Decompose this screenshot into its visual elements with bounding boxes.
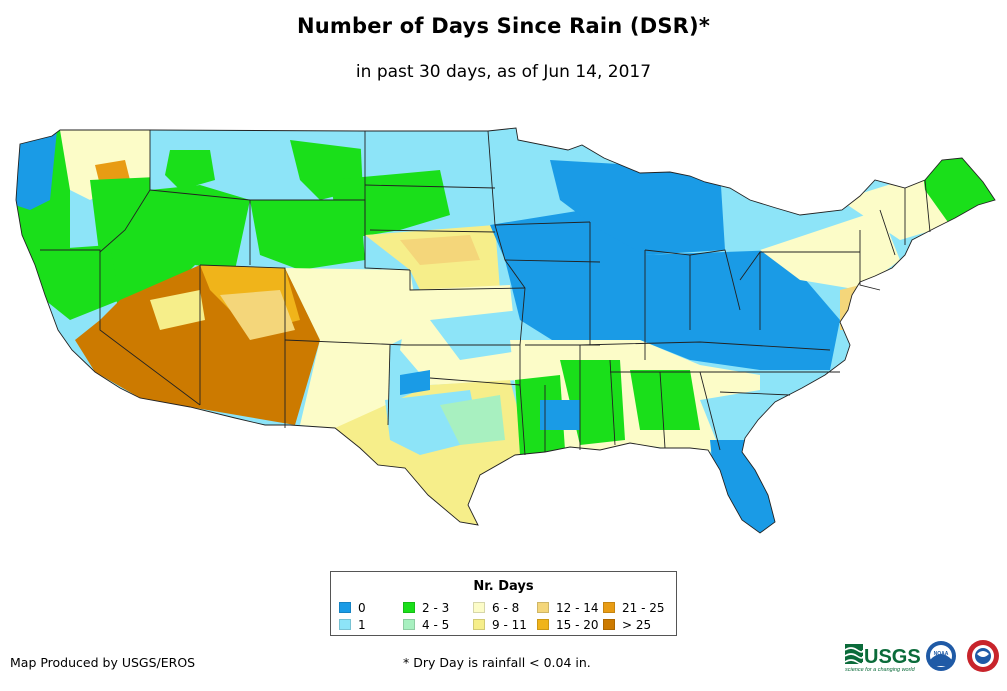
- legend-item: 21 - 25: [603, 602, 665, 616]
- legend-item: 0: [339, 602, 366, 616]
- legend-label: 15 - 20: [556, 618, 599, 632]
- legend-item: > 25: [603, 619, 651, 633]
- usgs-logo-icon: USGS science for a changing world: [844, 644, 921, 673]
- noaa-wordmark: NOAA: [934, 651, 949, 657]
- usgs-tagline: science for a changing world: [845, 667, 916, 673]
- legend-swatch: [403, 619, 415, 630]
- legend-label: 21 - 25: [622, 601, 665, 615]
- state-boundaries: [15, 127, 996, 534]
- legend-label: 9 - 11: [492, 618, 527, 632]
- legend-swatch: [339, 602, 351, 613]
- map-legend: Nr. Days 0 1 2 - 3 4 - 5 6 - 8 9 - 11 12…: [330, 571, 677, 636]
- legend-item: 12 - 14: [537, 602, 599, 616]
- legend-label: > 25: [622, 618, 652, 632]
- legend-swatch: [537, 619, 549, 630]
- legend-item: 9 - 11: [473, 619, 527, 633]
- map-credit: Map Produced by USGS/EROS: [10, 655, 196, 670]
- legend-swatch: [473, 619, 485, 630]
- legend-swatch: [339, 619, 351, 630]
- dry-day-note: * Dry Day is rainfall < 0.04 in.: [403, 655, 591, 670]
- legend-swatch: [473, 602, 485, 613]
- agency-logos: USGS science for a changing world NOAA: [844, 640, 999, 673]
- legend-swatch: [603, 602, 615, 613]
- map-subtitle: in past 30 days, as of Jun 14, 2017: [355, 62, 652, 82]
- legend-label: 1: [358, 618, 366, 632]
- legend-item: 6 - 8: [473, 602, 519, 616]
- rainfall-regions: [16, 128, 995, 533]
- noaa-logo-icon: NOAA: [926, 641, 956, 671]
- map-title: Number of Days Since Rain (DSR)*: [296, 14, 711, 38]
- legend-item: 4 - 5: [403, 619, 449, 633]
- legend-swatch: [537, 602, 549, 613]
- legend-label: 4 - 5: [422, 618, 450, 632]
- legend-label: 6 - 8: [492, 601, 520, 615]
- nws-logo-icon: [967, 640, 999, 672]
- legend-item: 15 - 20: [537, 619, 599, 633]
- legend-swatch: [603, 619, 615, 630]
- legend-item: 2 - 3: [403, 602, 449, 616]
- usgs-wordmark: USGS: [864, 646, 921, 668]
- legend-label: 2 - 3: [422, 601, 450, 615]
- legend-label: 12 - 14: [556, 601, 599, 615]
- legend-label: 0: [358, 601, 366, 615]
- legend-item: 1: [339, 619, 366, 633]
- legend-swatch: [403, 602, 415, 613]
- legend-title: Nr. Days: [473, 579, 534, 594]
